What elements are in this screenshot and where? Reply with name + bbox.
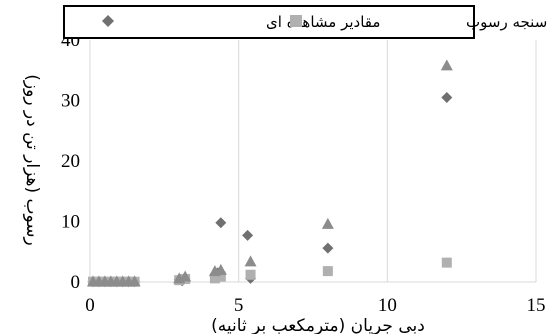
legend: مقادیر مشاهده ای منحنی سنجه رسوب [63,5,552,39]
point-square [441,257,452,268]
point-triangle [214,263,227,275]
x-tick-label: 0 [85,295,95,316]
point-square [215,271,226,282]
point-diamond [322,242,334,254]
point-diamond [215,217,227,229]
x-axis-title: دبی جریان (مترمکعب بر ثانیه) [211,316,425,334]
point-triangle [440,59,453,71]
y-tick-label: 10 [61,212,80,233]
legend-label-observed: مقادیر مشاهده ای [266,13,380,31]
legend-diamond-icon [102,15,114,27]
y-axis-title: رسوب (هزار تن در روز) [22,74,42,245]
y-tick-label: 20 [61,151,80,172]
y-tick-label: 30 [61,91,80,112]
y-tick-label: 0 [71,272,81,293]
grid-lines [238,40,537,282]
point-triangle [128,275,141,287]
point-square [245,269,256,280]
point-triangle [321,217,334,229]
x-tick-label: 15 [527,295,546,316]
point-diamond [441,91,453,103]
point-diamond [242,229,254,241]
point-triangle [244,255,257,267]
point-square [209,273,220,284]
x-tick-label: 5 [234,295,244,316]
data-points [86,59,453,288]
x-tick-label: 10 [378,295,397,316]
point-square [322,266,333,277]
legend-box [63,5,475,39]
point-triangle [179,270,192,282]
legend-square-icon [290,15,302,27]
axes [89,40,536,283]
legend-label-rating-curve: منحنی سنجه رسوب [466,13,552,31]
